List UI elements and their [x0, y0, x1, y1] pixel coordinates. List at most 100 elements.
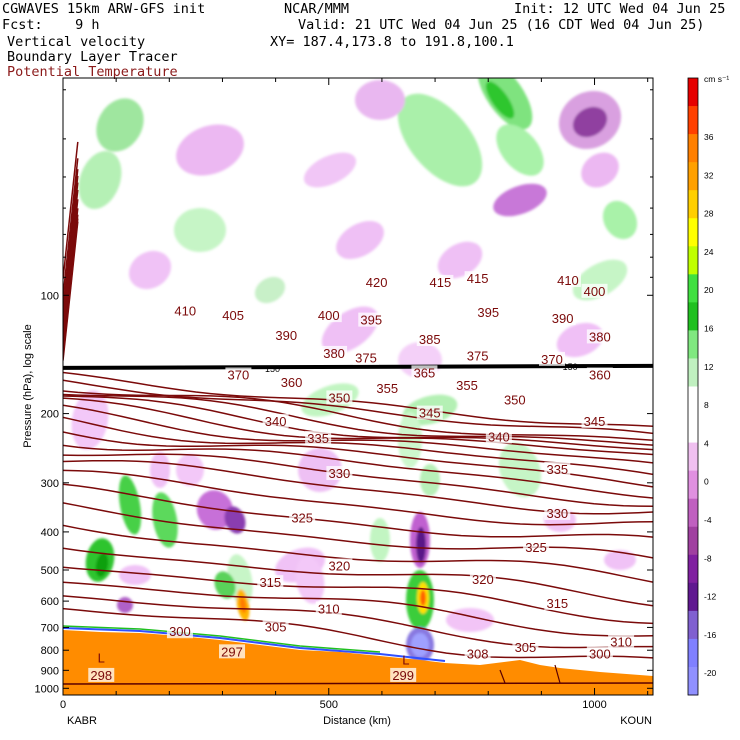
y-tick-label: 400	[41, 527, 59, 539]
theta-contour-label: 335	[307, 431, 329, 446]
theta-contour-line	[63, 371, 653, 428]
theta-contour-label: 400	[318, 308, 340, 323]
theta-contour-label: 370	[228, 368, 250, 383]
velocity-blob	[572, 106, 608, 138]
theta-contour-label: 325	[291, 511, 313, 526]
theta-contour-line	[63, 469, 653, 526]
velocity-blob	[128, 250, 172, 290]
colorbar-swatch	[688, 414, 698, 444]
velocity-blob	[397, 93, 483, 187]
theta-contour-label: 345	[584, 414, 606, 429]
boundary-layer-edge	[63, 625, 381, 653]
y-tick-label: 1000	[35, 683, 59, 695]
theta-label-bg	[172, 303, 199, 318]
theta-contour-label: 390	[552, 311, 574, 326]
theta-contour-line	[63, 397, 653, 456]
theta-label-bg	[416, 332, 443, 347]
theta-label-bg	[581, 283, 608, 298]
theta-contour-label: 375	[355, 351, 377, 366]
theta-contour-label: 415	[430, 275, 452, 290]
x-tick-label: 500	[320, 699, 338, 711]
theta-label-bg	[485, 429, 512, 444]
tropopause-line	[63, 363, 653, 370]
colorbar-label: 8	[704, 400, 709, 410]
theta-contour-label: 355	[456, 378, 478, 393]
theta-contour-label: 415	[467, 271, 489, 286]
theta-contour-line	[63, 483, 653, 538]
y-tick-label: 700	[41, 622, 59, 634]
theta-label-bg	[315, 308, 342, 323]
tropopause-label: 150	[563, 362, 578, 372]
velocity-blob	[119, 565, 151, 585]
theta-label-bg	[326, 466, 353, 481]
x-tick-label: 0	[60, 699, 66, 711]
theta-contour-label: 375	[467, 348, 489, 363]
velocity-blob	[416, 527, 426, 563]
colorbar-swatch	[688, 386, 698, 416]
theta-contour-label: 350	[329, 390, 351, 405]
theta-label-bg	[262, 413, 289, 428]
header-xy: XY= 187.4,173.8 to 191.8,100.1	[270, 34, 514, 50]
velocity-blob	[604, 550, 636, 570]
theta-label-bg	[464, 271, 491, 286]
colorbar-swatch	[688, 106, 698, 135]
colorbar-swatch	[688, 638, 698, 668]
theta-label-bg	[363, 274, 390, 289]
plot-frame	[62, 77, 654, 696]
theta-label-bg	[586, 646, 613, 661]
theta-contour-label: 315	[259, 575, 281, 590]
theta-label-bg	[289, 510, 316, 525]
velocity-blob	[420, 590, 426, 606]
theta-contour-label: 380	[589, 329, 611, 344]
theta-contour-label: 330	[546, 506, 568, 521]
theta-contour-line	[63, 221, 79, 361]
velocity-blob	[303, 152, 357, 188]
header-model: CGWAVES 15km ARW-GFS init	[2, 1, 206, 17]
theta-contour-line	[63, 199, 79, 337]
theta-label-bg	[358, 312, 385, 327]
velocity-blob	[118, 475, 142, 535]
theta-label-bg	[352, 350, 379, 365]
colorbar-swatch	[688, 218, 698, 247]
theta-label-bg	[88, 667, 115, 682]
x-axis-label: Distance (km)	[323, 715, 391, 727]
theta-label-bg	[315, 601, 342, 616]
low-label: L	[98, 651, 105, 666]
theta-contour-label: 395	[477, 305, 499, 320]
colorbar-unit: cm s⁻¹	[704, 74, 729, 84]
theta-contour-line	[63, 581, 653, 637]
theta-label-bg	[586, 367, 613, 382]
theta-label-bg	[257, 575, 284, 590]
theta-label-bg	[225, 367, 252, 382]
velocity-blob	[254, 276, 286, 304]
velocity-blob	[581, 152, 619, 188]
colorbar-swatch	[688, 554, 698, 584]
theta-contour-label: 400	[584, 284, 606, 299]
theta-label-bg	[278, 374, 305, 389]
theta-contour-label: 345	[419, 406, 441, 421]
colorbar-swatch	[688, 666, 698, 696]
y-axis-label: Pressure (hPa), log scale	[22, 324, 34, 448]
theta-label-bg	[321, 345, 348, 360]
theta-label-bg	[390, 667, 417, 682]
x-tick-label: 1000	[582, 699, 606, 711]
theta-contour-label: 299	[392, 668, 414, 683]
colorbar-swatch	[688, 498, 698, 528]
y-tick-label: 800	[41, 645, 59, 657]
theta-contour-line	[63, 607, 653, 659]
colorbar-swatch	[688, 190, 698, 219]
colorbar-label: -12	[704, 592, 717, 602]
theta-contour-label: 300	[589, 646, 611, 661]
theta-contour-label: 405	[222, 308, 244, 323]
theta-contour-label: 420	[366, 275, 388, 290]
velocity-blob	[398, 412, 422, 468]
theta-contour-line	[63, 189, 79, 328]
colorbar-label: 12	[704, 362, 714, 372]
velocity-blob	[420, 464, 440, 496]
colorbar-label: 16	[704, 324, 714, 334]
velocity-blob	[224, 506, 246, 534]
y-tick-label: 300	[41, 478, 59, 490]
theta-contour-label: 320	[472, 572, 494, 587]
theta-contour-line	[63, 395, 653, 451]
